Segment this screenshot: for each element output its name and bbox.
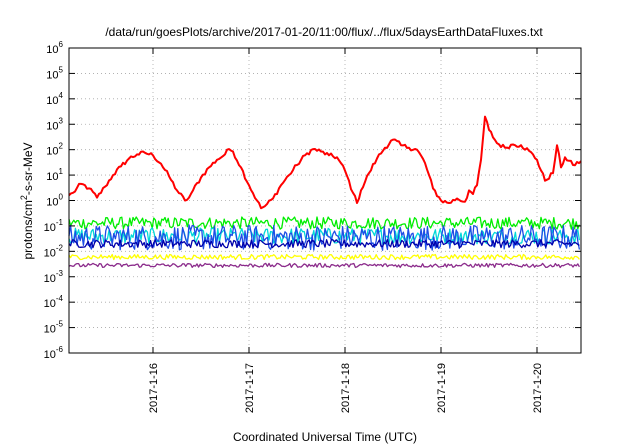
series-line-2 (68, 216, 581, 230)
series-lines (68, 115, 582, 269)
series-line-7 (68, 262, 580, 269)
y-tick-label: 10-4 (44, 294, 64, 310)
x-tick-label: 2017-1-18 (340, 363, 352, 413)
chart-title: /data/run/goesPlots/archive/2017-01-20/1… (105, 25, 543, 39)
y-tick-label: 10-5 (44, 320, 64, 336)
x-tick-label: 2017-1-20 (532, 363, 544, 413)
grid-lines (69, 48, 581, 353)
y-tick-label: 10-6 (44, 345, 64, 361)
series-line-4 (68, 224, 581, 251)
axis-ticks: 10-6 10-5 10-4 10-3 10-2 10-1 100 101 102 103 104 1… (44, 40, 581, 413)
x-tick-label: 2017-1-19 (436, 363, 448, 413)
y-tick-label: 10-2 (44, 243, 64, 259)
y-tick-label: 105 (46, 65, 63, 81)
y-tick-label: 102 (46, 142, 63, 158)
series-line-5 (68, 238, 580, 249)
x-axis-label: Coordinated Universal Time (UTC) (233, 430, 417, 444)
y-tick-label: 10-3 (44, 269, 64, 285)
x-tick-label: 2017-1-17 (244, 363, 256, 413)
series-line-1 (68, 115, 582, 210)
x-tick-label: 2017-1-16 (148, 363, 160, 413)
y-tick-label: 10-1 (44, 218, 64, 234)
y-axis-label: protons/cm2-s-sr-MeV (19, 142, 35, 259)
series-line-6 (68, 253, 580, 261)
y-tick-label: 101 (46, 167, 63, 183)
y-tick-label: 104 (46, 91, 63, 107)
y-tick-label: 103 (46, 116, 63, 132)
y-tick-label: 100 (46, 193, 63, 209)
y-tick-label: 106 (46, 40, 63, 56)
